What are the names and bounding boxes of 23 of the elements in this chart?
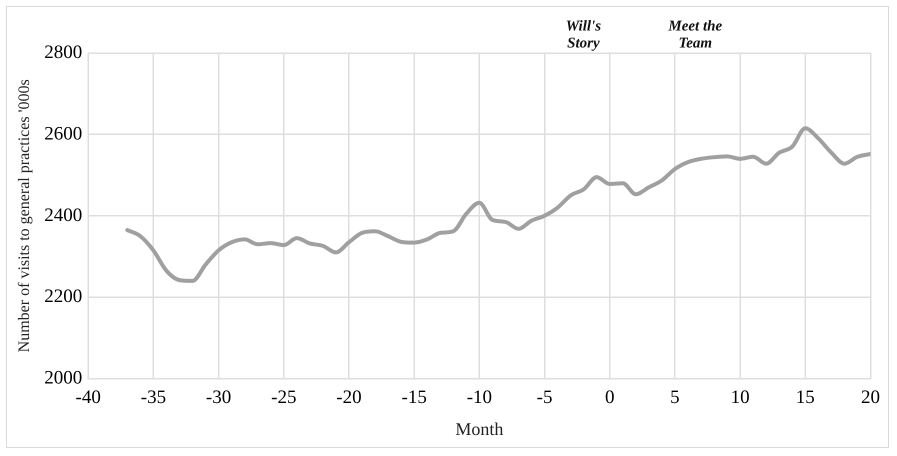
x-tick-label: -40 [76,386,101,408]
y-tick-label: 2800 [44,42,82,63]
x-tick-label: 0 [604,386,614,408]
text: Meet the Team [667,18,722,52]
x-tick-label: -10 [466,386,492,408]
x-tick-label: -5 [536,386,552,408]
y-tick-label: 2400 [44,204,82,226]
x-tick-label: -15 [401,386,427,408]
y-tick-label: 2600 [44,123,82,144]
x-tick-label: -20 [336,386,362,408]
x-tick-label: 20 [861,386,880,408]
x-tick-label: 5 [670,386,680,408]
x-axis-title: Month [455,418,504,439]
text: Will's Story [566,18,602,52]
x-tick-label: 15 [796,386,815,408]
x-tick-label: 10 [730,386,750,408]
y-axis-title: Number of visits to general practices '000s [16,79,33,352]
line-series [125,126,870,283]
y-tick-label: 2000 [44,368,82,389]
x-tick-label: -35 [140,386,166,408]
x-tick-label: -30 [206,386,232,408]
x-tick-label: -25 [271,386,296,408]
y-tick-label: 2200 [44,286,82,308]
